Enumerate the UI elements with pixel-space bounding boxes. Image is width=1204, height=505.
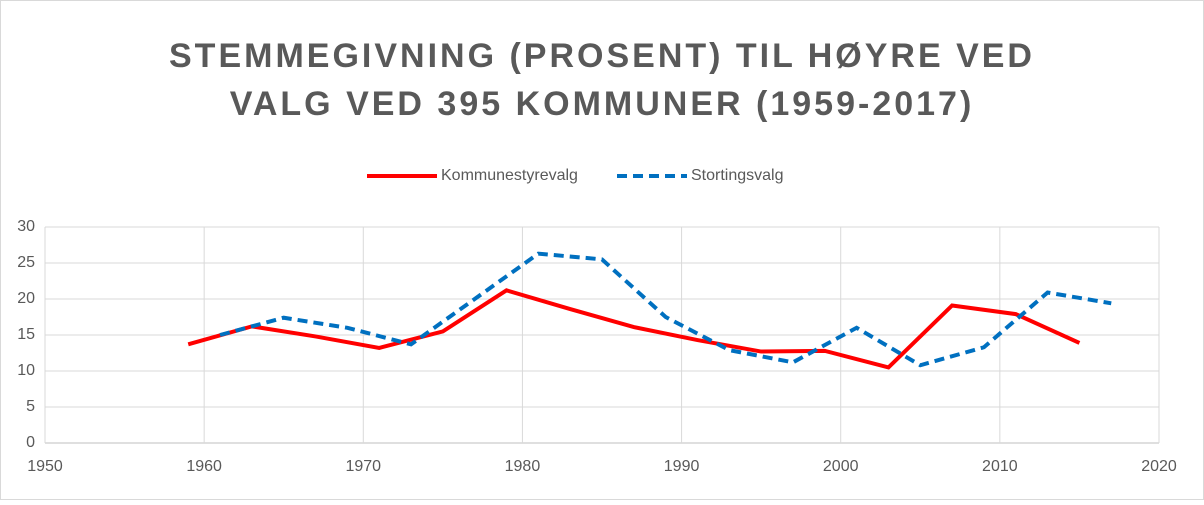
chart-title: VALG VED 395 KOMMUNER (1959-2017): [230, 85, 975, 123]
y-tick-label: 20: [17, 290, 35, 307]
x-tick-label: 1980: [505, 458, 541, 475]
line-series: [187, 288, 1081, 370]
legend-label: Kommunestyrevalg: [441, 167, 578, 184]
legend-label: Stortingsvalg: [691, 167, 784, 184]
x-tick-label: 2010: [982, 458, 1018, 475]
y-tick-label: 25: [17, 254, 35, 271]
x-tick-label: 2020: [1141, 458, 1177, 475]
x-tick-label: 1990: [664, 458, 700, 475]
y-tick-label: 5: [26, 398, 35, 415]
y-tick-label: 0: [26, 434, 35, 451]
y-tick-label: 10: [17, 362, 35, 379]
x-tick-label: 1950: [27, 458, 63, 475]
x-tick-label: 2000: [823, 458, 859, 475]
x-tick-label: 1960: [186, 458, 222, 475]
chart-title: STEMMEGIVNING (PROSENT) TIL HØYRE VED: [169, 37, 1035, 75]
line-series: [219, 251, 1112, 368]
y-tick-label: 30: [17, 218, 35, 235]
x-tick-label: 1970: [345, 458, 381, 475]
y-tick-label: 15: [17, 326, 35, 343]
